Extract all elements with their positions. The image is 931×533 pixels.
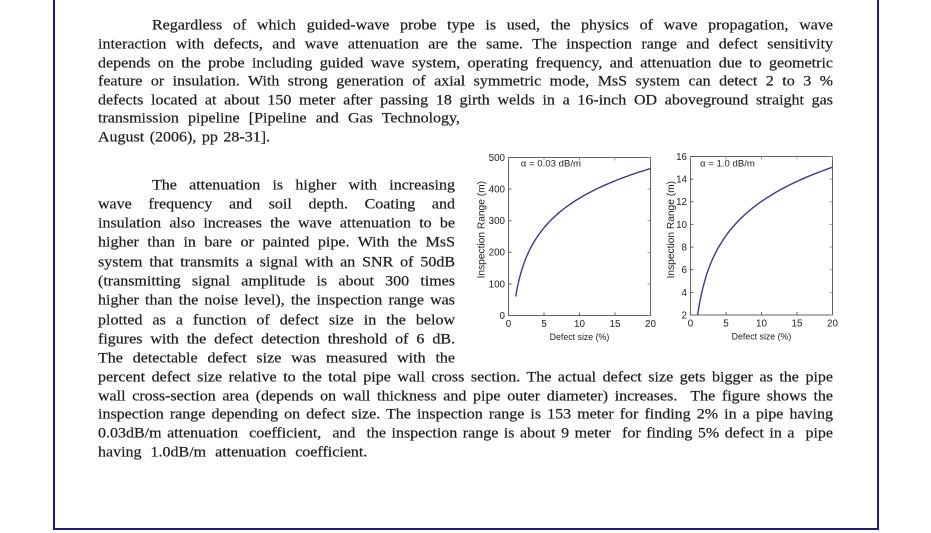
- svg-text:Inspection Range (m): Inspection Range (m): [666, 181, 677, 278]
- svg-text:2: 2: [682, 310, 687, 321]
- svg-text:20: 20: [645, 319, 656, 330]
- svg-text:15: 15: [610, 319, 621, 330]
- svg-text:10: 10: [574, 319, 585, 330]
- svg-text:10: 10: [676, 220, 687, 231]
- svg-text:5: 5: [541, 319, 547, 330]
- svg-text:Defect size (%): Defect size (%): [550, 332, 610, 342]
- svg-text:15: 15: [792, 319, 803, 330]
- svg-text:12: 12: [676, 197, 687, 208]
- svg-text:α = 1.0 dB/m: α = 1.0 dB/m: [700, 159, 755, 170]
- svg-text:0: 0: [688, 319, 694, 330]
- svg-text:16: 16: [676, 152, 687, 163]
- svg-text:0: 0: [500, 311, 506, 322]
- svg-text:20: 20: [827, 319, 838, 330]
- svg-text:Defect size (%): Defect size (%): [732, 332, 792, 342]
- svg-text:14: 14: [676, 175, 687, 186]
- svg-text:500: 500: [489, 153, 506, 164]
- svg-text:10: 10: [756, 319, 767, 330]
- svg-text:α = 0.03 dB/m: α = 0.03 dB/m: [521, 159, 581, 170]
- svg-text:400: 400: [489, 185, 506, 196]
- svg-text:4: 4: [682, 288, 688, 299]
- svg-text:300: 300: [489, 216, 506, 227]
- svg-text:5: 5: [723, 319, 729, 330]
- svg-text:100: 100: [489, 279, 506, 290]
- svg-text:0: 0: [506, 319, 512, 330]
- svg-text:Inspection Range (m): Inspection Range (m): [477, 181, 488, 278]
- svg-text:6: 6: [682, 265, 688, 276]
- svg-text:8: 8: [682, 243, 688, 254]
- svg-text:200: 200: [489, 248, 506, 259]
